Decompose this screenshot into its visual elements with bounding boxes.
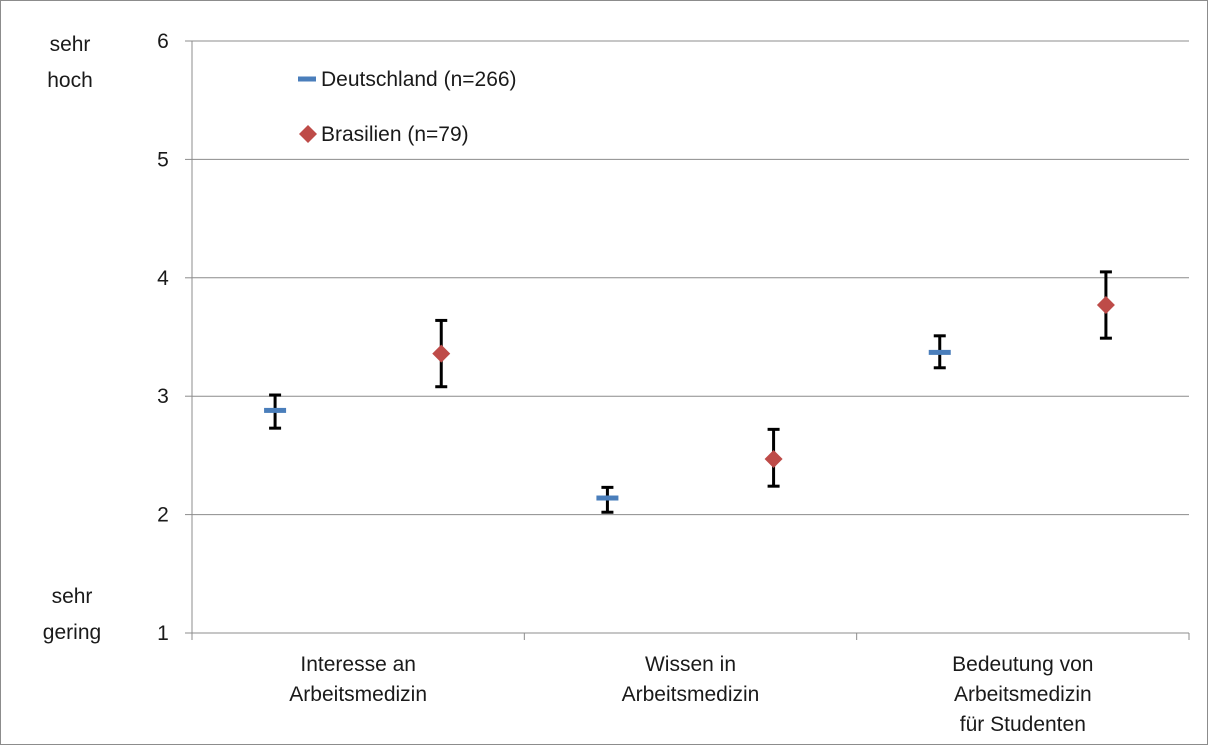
legend-label: Deutschland (n=266) — [321, 68, 517, 91]
y-tick-label: 3 — [157, 385, 169, 408]
legend-label: Brasilien (n=79) — [321, 123, 469, 146]
y-tick-label: 4 — [157, 267, 169, 290]
y-tick-label: 6 — [157, 30, 169, 53]
data-point-deutschland — [928, 349, 951, 355]
category-label: für Studenten — [960, 713, 1086, 736]
category-label: Arbeitsmedizin — [954, 683, 1092, 706]
data-point-brasilien — [1096, 296, 1115, 315]
y-bottom-label: sehr — [52, 585, 93, 608]
y-top-label: hoch — [47, 69, 93, 92]
category-label: Interesse an — [300, 653, 416, 676]
data-point-deutschland — [596, 495, 619, 501]
y-bottom-label: gering — [43, 621, 101, 644]
category-label: Wissen in — [645, 653, 736, 676]
legend-marker-deutschland — [298, 76, 316, 82]
y-tick-label: 1 — [157, 622, 169, 645]
category-label: Arbeitsmedizin — [622, 683, 760, 706]
data-point-brasilien — [432, 344, 451, 363]
y-top-label: sehr — [50, 33, 91, 56]
legend-marker-brasilien — [299, 125, 317, 143]
data-point-deutschland — [264, 407, 287, 413]
y-tick-label: 2 — [157, 504, 169, 527]
category-label: Bedeutung von — [952, 653, 1093, 676]
y-tick-label: 5 — [157, 148, 169, 171]
category-label: Arbeitsmedizin — [289, 683, 427, 706]
data-point-brasilien — [764, 449, 783, 468]
